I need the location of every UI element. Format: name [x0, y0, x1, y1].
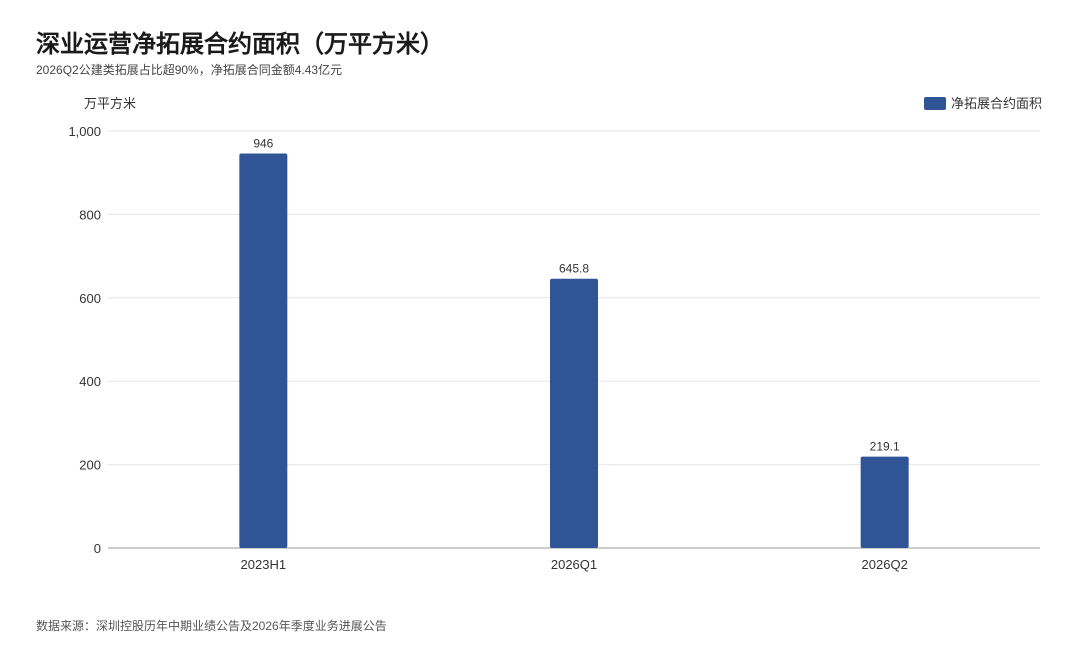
y-tick-label: 800: [79, 207, 101, 222]
legend-label: 净拓展合约面积: [951, 96, 1042, 111]
y-tick-label: 200: [79, 458, 101, 473]
chart-subtitle: 2026Q2公建类拓展占比超90%，净拓展合同金额4.43亿元: [36, 63, 343, 77]
y-tick-label: 400: [79, 374, 101, 389]
bar: [860, 456, 909, 548]
bar-value-label: 645.8: [559, 262, 589, 276]
bar: [239, 153, 288, 548]
y-tick-label: 0: [94, 541, 101, 556]
x-tick-label: 2026Q2: [862, 557, 908, 572]
bar-value-label: 946: [253, 137, 273, 151]
bar-value-label: 219.1: [870, 440, 900, 454]
y-tick-label: 1,000: [68, 124, 101, 139]
x-tick-label: 2023H1: [241, 557, 287, 572]
bar: [550, 278, 598, 548]
x-tick-label: 2026Q1: [551, 557, 597, 572]
y-tick-label: 600: [79, 291, 101, 306]
legend-swatch: [924, 97, 946, 110]
data-source-note: 数据来源：深圳控股历年中期业绩公告及2026年季度业务进展公告: [36, 619, 387, 633]
chart-title: 深业运营净拓展合约面积（万平方米）: [36, 31, 444, 58]
y-axis-label: 万平方米: [84, 96, 136, 111]
